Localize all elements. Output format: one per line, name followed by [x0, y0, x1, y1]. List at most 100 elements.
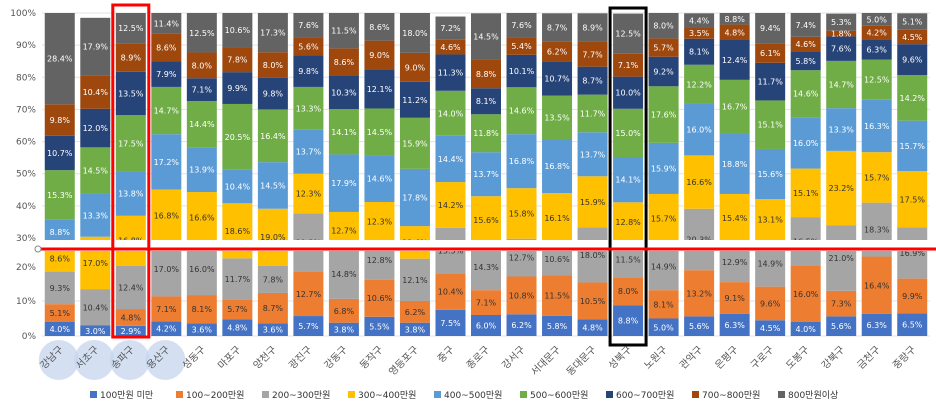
- bar-segment: [293, 37, 324, 56]
- bar-segment: [115, 171, 146, 216]
- bar-segment: [719, 313, 750, 336]
- bar-segment: [186, 78, 217, 102]
- legend-swatch: [434, 391, 441, 398]
- bar-segment: [826, 30, 857, 37]
- legend: 100만원 미만 100~200만원 200~300만원 300~400만원 400~5…: [90, 390, 838, 401]
- data-label: 8.0%: [192, 61, 213, 70]
- bar-segment: [115, 265, 146, 310]
- legend-label: 100~200만원: [186, 390, 244, 401]
- data-label: 13.7%: [580, 150, 606, 159]
- data-label: 5.7%: [298, 322, 319, 331]
- data-label: 14.4%: [189, 120, 215, 129]
- data-label: 12.9%: [722, 258, 748, 267]
- bar-segment: [790, 117, 821, 169]
- data-label: 15.1%: [757, 121, 783, 130]
- bar-segment: [577, 282, 608, 320]
- bar-segment: [186, 101, 217, 148]
- data-label: 16.0%: [189, 265, 215, 274]
- data-label: 13.2%: [686, 289, 712, 298]
- data-label: 18.0%: [580, 251, 606, 260]
- bar-segment: [44, 170, 75, 220]
- data-label: 11.5%: [615, 256, 641, 265]
- legend-label: 800만원이상: [788, 390, 838, 401]
- red-highlight-box: [111, 3, 151, 339]
- data-label: 9.8%: [298, 67, 319, 76]
- bar-segment: [222, 13, 253, 48]
- bar-segment: [755, 320, 786, 336]
- bar-segment: [364, 279, 395, 317]
- data-label: 4.0%: [50, 325, 71, 334]
- data-label: 5.1%: [902, 18, 923, 27]
- data-label: 8.7%: [582, 77, 603, 86]
- data-label: 13.3%: [828, 126, 854, 135]
- highlight-overlays: [34, 3, 936, 347]
- data-label: 14.5%: [260, 181, 286, 190]
- bar-segment: [471, 244, 501, 291]
- legend-label: 400~500만원: [444, 390, 502, 401]
- legend-swatch: [176, 391, 183, 398]
- legend-swatch: [520, 391, 527, 398]
- legend-swatch: [90, 391, 97, 398]
- bar-segment: [755, 100, 786, 149]
- data-label: 17.5%: [900, 195, 926, 204]
- data-label: 13.5%: [544, 113, 570, 122]
- bar-segment: [861, 13, 892, 26]
- data-label: 6.3%: [867, 321, 888, 330]
- data-label: 6.1%: [760, 49, 781, 58]
- category-circle: [109, 340, 150, 380]
- category-label: 영등포구: [387, 344, 422, 379]
- bar-segment: [293, 271, 324, 317]
- y-tick-label: 0%: [22, 332, 37, 342]
- data-label: 5.0%: [653, 323, 674, 332]
- bar-segment: [471, 13, 501, 60]
- data-label: 8.0%: [618, 287, 639, 296]
- data-label: 15.0%: [615, 129, 641, 138]
- data-label: 10.4%: [83, 303, 109, 312]
- bar-segment: [897, 313, 928, 336]
- category-label: 구로구: [749, 344, 776, 371]
- bar-segment: [44, 135, 75, 171]
- bar-segment: [80, 108, 111, 148]
- data-label: 15.9%: [402, 139, 428, 148]
- category-label: 마포구: [215, 344, 243, 372]
- data-label: 14.2%: [900, 94, 926, 103]
- bar-segment: [435, 39, 466, 55]
- data-label: 13.7%: [473, 170, 499, 179]
- data-label: 7.1%: [156, 305, 177, 314]
- bar-segment: [897, 120, 928, 172]
- category-label: 강북구: [819, 344, 847, 372]
- bar-segment: [186, 147, 217, 193]
- data-label: 10.4%: [225, 183, 251, 192]
- data-label: 20.5%: [225, 133, 251, 142]
- bar-segment: [577, 319, 608, 336]
- data-label: 4.6%: [440, 43, 461, 52]
- bar-segment: [577, 66, 608, 95]
- data-label: 6.2%: [547, 47, 568, 56]
- bar-segment: [471, 196, 501, 245]
- data-label: 17.8%: [402, 194, 428, 203]
- data-label: 9.9%: [227, 84, 248, 93]
- data-label: 12.8%: [367, 256, 393, 265]
- category-label: 노원구: [642, 344, 670, 372]
- bar-segment: [293, 129, 324, 174]
- bar-segment: [80, 325, 111, 336]
- bar-segment: [222, 299, 253, 320]
- bar-segment: [328, 322, 359, 336]
- bar-segment: [684, 155, 715, 209]
- bar-segment: [399, 13, 430, 53]
- bar-segment: [755, 199, 786, 241]
- data-label: 15.6%: [757, 170, 783, 179]
- legend-swatch: [262, 391, 269, 398]
- bar-segment: [613, 277, 644, 306]
- data-label: 7.3%: [831, 300, 852, 309]
- data-label: 13.9%: [189, 166, 215, 175]
- bar-segment: [684, 13, 715, 28]
- bar-segment: [399, 81, 430, 118]
- bar-segment: [399, 52, 430, 82]
- bar-segment: [648, 193, 679, 243]
- bar-segment: [115, 43, 146, 72]
- data-label: 14.9%: [757, 259, 783, 268]
- data-label: 11.5%: [544, 292, 570, 301]
- bar-segment: [115, 71, 146, 116]
